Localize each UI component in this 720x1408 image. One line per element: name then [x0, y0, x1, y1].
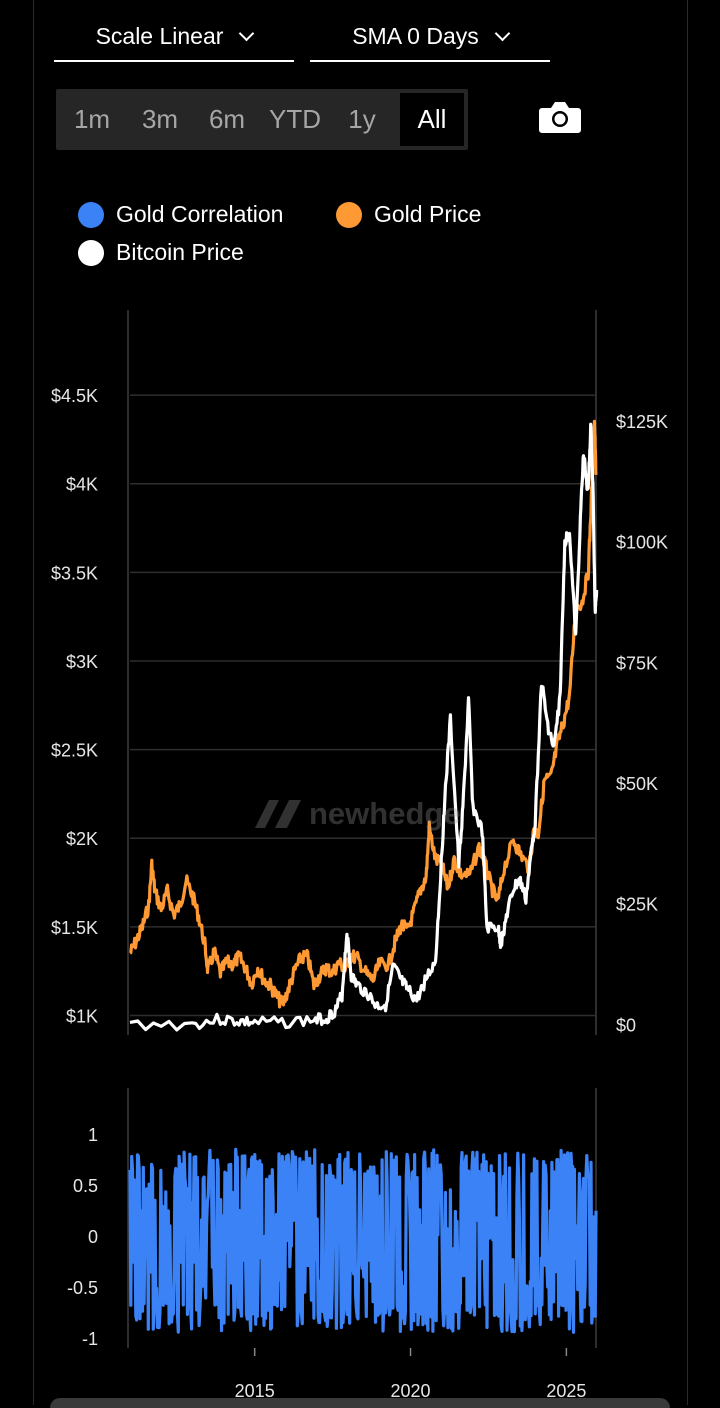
range-ytd-button[interactable]: YTD [269, 104, 321, 134]
bottom-sheet-handle [50, 1398, 670, 1408]
gold-price-line [129, 419, 598, 1009]
y-left-tick-label: $1K [66, 1007, 98, 1027]
y-left-tick-label: $1.5K [51, 918, 98, 938]
range-all-button[interactable]: All [400, 93, 464, 146]
range-1y-button[interactable]: 1y [348, 104, 376, 134]
y-right-tick-label: $0 [616, 1015, 636, 1035]
legend-dot-icon [336, 201, 362, 228]
x-tick-label: 2020 [391, 1381, 431, 1401]
y-right-tick-label: $125K [616, 412, 668, 432]
legend-gold-price[interactable]: Gold Price [336, 201, 481, 228]
sma-select-label: SMA 0 Days [352, 22, 479, 49]
gold-correlation-line [128, 1147, 598, 1334]
y-right-tick-label: $100K [616, 533, 668, 553]
frame-left-border [33, 0, 34, 1405]
legend-bitcoin-price[interactable]: Bitcoin Price [78, 239, 244, 266]
chevron-down-icon [239, 25, 255, 41]
y-right-tick-label: $50K [616, 774, 658, 794]
chevron-down-icon [494, 25, 511, 41]
range-6m-button[interactable]: 6m [208, 104, 246, 134]
range-3m-button[interactable]: 3m [141, 104, 179, 134]
y-right-tick-label: $75K [616, 653, 658, 673]
scale-select[interactable]: Scale Linear [54, 12, 294, 62]
corr-y-tick-label: 0.5 [73, 1176, 98, 1196]
corr-y-tick-label: 1 [88, 1125, 98, 1145]
x-tick-label: 2025 [546, 1381, 586, 1401]
y-left-tick-label: $3.5K [51, 563, 98, 583]
legend-label: Gold Price [374, 201, 482, 227]
x-tick-label: 2015 [235, 1381, 275, 1401]
legend-dot-icon [78, 239, 104, 266]
corr-y-tick-label: -0.5 [67, 1278, 98, 1298]
legend-dot-icon [78, 201, 104, 228]
watermark-text: newhedge [309, 796, 461, 831]
frame-right-border [687, 0, 688, 1405]
watermark: newhedge [255, 796, 461, 832]
y-left-tick-label: $4K [66, 475, 98, 495]
correlation-chart: 1 0.5 0 -0.5 -1 2015 2020 2025 [67, 1088, 598, 1401]
y-left-tick-label: $3K [66, 652, 98, 672]
legend-label: Gold Correlation [116, 201, 284, 227]
range-selector: 1m 3m 6m YTD 1y All [56, 89, 468, 150]
legend-label: Bitcoin Price [116, 239, 244, 265]
legend-gold-correlation[interactable]: Gold Correlation [78, 201, 283, 228]
range-1m-button[interactable]: 1m [73, 104, 111, 134]
y-left-tick-label: $2K [66, 829, 98, 849]
scale-select-label: Scale Linear [95, 22, 224, 49]
newhedge-logo-icon [255, 800, 301, 828]
sma-select[interactable]: SMA 0 Days [310, 12, 550, 62]
y-left-tick-label: $2.5K [51, 741, 98, 761]
corr-y-tick-label: 0 [88, 1227, 98, 1247]
bitcoin-price-line [129, 422, 599, 1032]
y-right-tick-label: $25K [616, 895, 658, 915]
price-chart: $1K $1.5K $2K $2.5K $3K $3.5K $4K $4.5K $0 $25K $5… [51, 310, 668, 1035]
corr-y-tick-label: -1 [82, 1329, 98, 1349]
y-left-tick-label: $4.5K [51, 386, 98, 406]
camera-icon[interactable] [538, 100, 582, 134]
